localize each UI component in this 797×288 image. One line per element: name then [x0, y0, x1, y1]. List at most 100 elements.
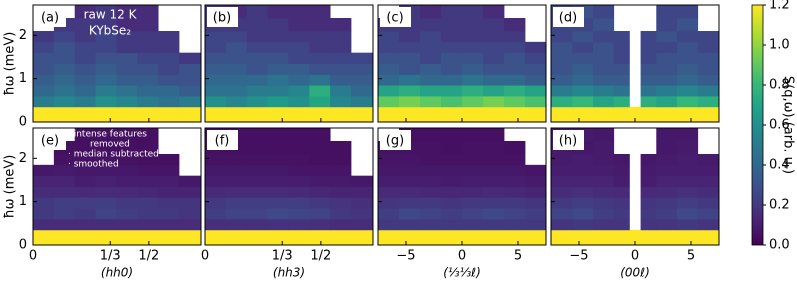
heatmap-cell: [267, 197, 289, 209]
heatmap-cell: [593, 154, 615, 166]
heatmap-cell: [178, 63, 202, 75]
heatmap-cell: [483, 197, 505, 209]
heatmap-cell: [267, 229, 289, 246]
heatmap-cell: [137, 164, 159, 177]
heatmap-cell: [593, 18, 615, 32]
panel-label: (d): [559, 11, 577, 26]
heatmap-cell: [697, 106, 720, 123]
heatmap-cell: [677, 164, 699, 177]
heatmap-cell: [551, 197, 573, 209]
heatmap-cell: [613, 186, 630, 198]
heatmap-cell: [420, 18, 442, 32]
heatmap-cell: [677, 175, 699, 187]
heatmap-cell: [116, 208, 138, 220]
heatmap-cell: [288, 154, 310, 166]
heatmap-cell: [697, 164, 720, 177]
heatmap-cell: [551, 106, 573, 123]
heatmap-cell: [309, 18, 331, 32]
heatmap-cell: [137, 18, 159, 32]
heatmap-cell: [246, 208, 268, 220]
heatmap-cell: [246, 5, 268, 19]
heatmap-cell: [246, 141, 268, 155]
heatmap-cell: [593, 219, 615, 231]
heatmap-cell: [246, 41, 268, 54]
heatmap-cell: [572, 229, 594, 246]
heatmap-cell: [420, 164, 442, 177]
heatmap-cell: [330, 229, 352, 246]
heatmap-cell: [330, 41, 352, 54]
heatmap-cell: [656, 154, 678, 166]
heatmap-cell: [53, 175, 76, 187]
x-tick-label: 1/2: [138, 249, 159, 264]
heatmap-cell: [378, 106, 400, 123]
heatmap-cell: [95, 85, 117, 97]
heatmap-cell: [697, 74, 720, 86]
heatmap-cell: [158, 154, 180, 166]
heatmap-cell: [116, 154, 138, 166]
heatmap-cell: [462, 18, 484, 32]
heatmap-cell: [205, 85, 227, 97]
heatmap-cell: [420, 31, 442, 43]
heatmap-cell: [378, 229, 400, 246]
heatmap-cell: [330, 52, 352, 64]
heatmap-cell: [572, 31, 594, 43]
heatmap-cell: [267, 74, 289, 86]
heatmap-cell: [656, 52, 678, 64]
heatmap-cell: [246, 74, 268, 86]
heatmap-cell: [288, 128, 310, 142]
heatmap-cell: [309, 5, 331, 19]
heatmap-cell: [330, 164, 352, 177]
heatmap-cell: [462, 186, 484, 198]
heatmap-cell: [593, 96, 615, 108]
heatmap-cell: [95, 5, 117, 19]
annotation: raw 12 K: [84, 8, 138, 22]
panel-frame: [32, 127, 202, 246]
heatmap-cell: [697, 229, 720, 246]
heatmap-cell: [504, 74, 526, 86]
heatmap-cell: [178, 175, 202, 187]
heatmap-cell: [53, 208, 76, 220]
heatmap-cell: [504, 52, 526, 64]
heatmap-cell: [330, 197, 352, 209]
heatmap-cell: [267, 141, 289, 155]
heatmap-cell: [525, 164, 547, 177]
heatmap-cell: [158, 229, 180, 246]
heatmap-cell: [697, 63, 720, 75]
heatmap-cell: [441, 63, 463, 75]
heatmap-cell: [525, 52, 547, 64]
heatmap-cell: [504, 85, 526, 97]
heatmap-cell: [551, 175, 573, 187]
heatmap-cell: [441, 197, 463, 209]
heatmap-cell: [640, 219, 657, 231]
heatmap-cell: [246, 96, 268, 108]
heatmap-cell: [504, 154, 526, 166]
heatmap-cell: [697, 52, 720, 64]
heatmap-cell: [613, 164, 630, 177]
heatmap-cell: [572, 41, 594, 54]
heatmap-cell: [525, 63, 547, 75]
heatmap-cell: [551, 154, 573, 166]
heatmap-cell: [267, 96, 289, 108]
heatmap-cell: [309, 229, 331, 246]
heatmap-cell: [267, 175, 289, 187]
y-tick-label: 2: [19, 28, 27, 43]
heatmap-cell: [677, 186, 699, 198]
heatmap-cell: [441, 5, 463, 19]
heatmap-cell: [483, 106, 505, 123]
heatmap-cell: [483, 18, 505, 32]
heatmap-cell: [246, 229, 268, 246]
heatmap-cell: [33, 208, 55, 220]
heatmap-cell: [551, 186, 573, 198]
heatmap-cell: [158, 85, 180, 97]
heatmap-cell: [158, 208, 180, 220]
heatmap-cell: [225, 186, 248, 198]
heatmap-cell: [116, 41, 138, 54]
heatmap-cell: [53, 154, 76, 166]
heatmap-cell: [613, 96, 630, 108]
heatmap-cell: [420, 96, 442, 108]
heatmap-cell: [116, 186, 138, 198]
heatmap-cell: [399, 175, 421, 187]
x-tick-label: 0: [201, 249, 209, 264]
heatmap-cell: [677, 141, 699, 155]
heatmap-cell: [441, 18, 463, 32]
